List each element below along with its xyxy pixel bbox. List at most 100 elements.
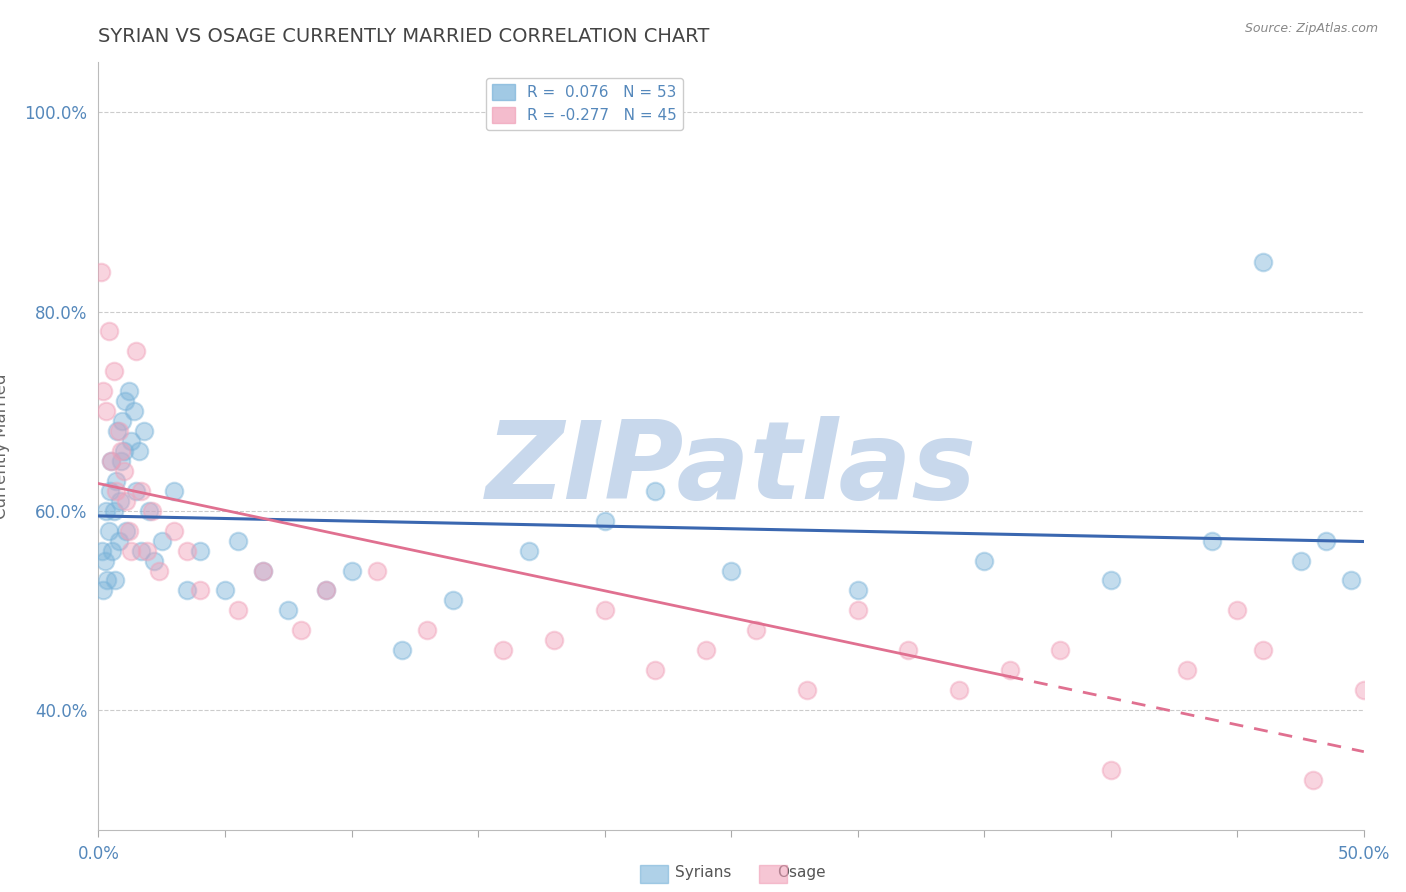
Point [115, 524, 138, 538]
Point [98, 483, 121, 498]
Point [366, 564, 388, 578]
Point [290, 624, 312, 638]
Point [93, 553, 117, 567]
Point [188, 583, 211, 598]
Point [720, 564, 742, 578]
Point [135, 543, 157, 558]
Point [543, 633, 565, 648]
Point [118, 524, 141, 538]
Point [107, 424, 129, 438]
Point [252, 564, 274, 578]
Point [103, 504, 125, 518]
Point [593, 514, 616, 528]
Point [1340, 574, 1362, 588]
Point [644, 663, 666, 677]
Point [593, 603, 616, 617]
Point [112, 444, 135, 458]
Point [101, 543, 124, 558]
Point [252, 564, 274, 578]
Point [492, 643, 515, 657]
Point [91, 543, 114, 558]
Point [104, 574, 127, 588]
Text: Syrians: Syrians [675, 865, 731, 880]
Point [107, 533, 129, 548]
Point [277, 603, 299, 617]
Point [143, 553, 166, 567]
Point [103, 364, 125, 378]
Point [96, 574, 118, 588]
Text: Osage: Osage [778, 865, 825, 880]
Point [120, 543, 142, 558]
Point [100, 454, 122, 468]
Point [441, 593, 464, 607]
Point [131, 483, 153, 498]
Point [1353, 683, 1375, 698]
Point [163, 524, 186, 538]
Point [148, 564, 170, 578]
Point [340, 564, 363, 578]
Point [125, 483, 148, 498]
Point [948, 683, 970, 698]
Point [1099, 763, 1122, 777]
Point [111, 414, 134, 428]
Point [94, 404, 117, 418]
Text: ZIPatlas: ZIPatlas [485, 416, 977, 522]
Point [1315, 533, 1337, 548]
Point [105, 483, 128, 498]
Point [94, 504, 117, 518]
Point [1302, 772, 1324, 787]
Point [114, 394, 136, 409]
Point [110, 444, 132, 458]
Point [110, 454, 132, 468]
Point [745, 624, 768, 638]
Point [120, 434, 142, 448]
Point [100, 454, 122, 468]
Point [125, 344, 148, 359]
Point [846, 583, 869, 598]
Point [138, 504, 160, 518]
Point [132, 424, 155, 438]
Point [644, 483, 666, 498]
Point [897, 643, 920, 657]
Point [188, 543, 211, 558]
Legend: R =  0.076   N = 53, R = -0.277   N = 45: R = 0.076 N = 53, R = -0.277 N = 45 [485, 78, 683, 129]
Point [141, 504, 163, 518]
Point [131, 543, 153, 558]
Point [122, 404, 145, 418]
Point [128, 444, 150, 458]
Point [846, 603, 869, 617]
Point [796, 683, 818, 698]
Point [90, 265, 112, 279]
Point [1049, 643, 1071, 657]
Point [1175, 663, 1198, 677]
Point [1251, 254, 1274, 268]
Point [93, 384, 115, 399]
Point [517, 543, 540, 558]
Point [118, 384, 141, 399]
Point [391, 643, 413, 657]
Point [315, 583, 337, 598]
Point [695, 643, 717, 657]
Point [108, 493, 131, 508]
Point [998, 663, 1021, 677]
Point [93, 583, 115, 598]
Point [163, 483, 186, 498]
Point [214, 583, 236, 598]
Point [97, 325, 120, 339]
Point [1099, 574, 1122, 588]
Point [97, 524, 120, 538]
Y-axis label: Currently Married: Currently Married [0, 373, 10, 519]
Point [226, 603, 249, 617]
Text: SYRIAN VS OSAGE CURRENTLY MARRIED CORRELATION CHART: SYRIAN VS OSAGE CURRENTLY MARRIED CORREL… [98, 27, 710, 45]
Point [107, 424, 129, 438]
Point [973, 553, 995, 567]
Point [115, 493, 138, 508]
Text: Source: ZipAtlas.com: Source: ZipAtlas.com [1244, 22, 1378, 36]
Point [226, 533, 249, 548]
Point [112, 464, 135, 478]
Point [176, 543, 198, 558]
Point [1226, 603, 1249, 617]
Point [176, 583, 198, 598]
Point [1251, 643, 1274, 657]
Point [1201, 533, 1223, 548]
